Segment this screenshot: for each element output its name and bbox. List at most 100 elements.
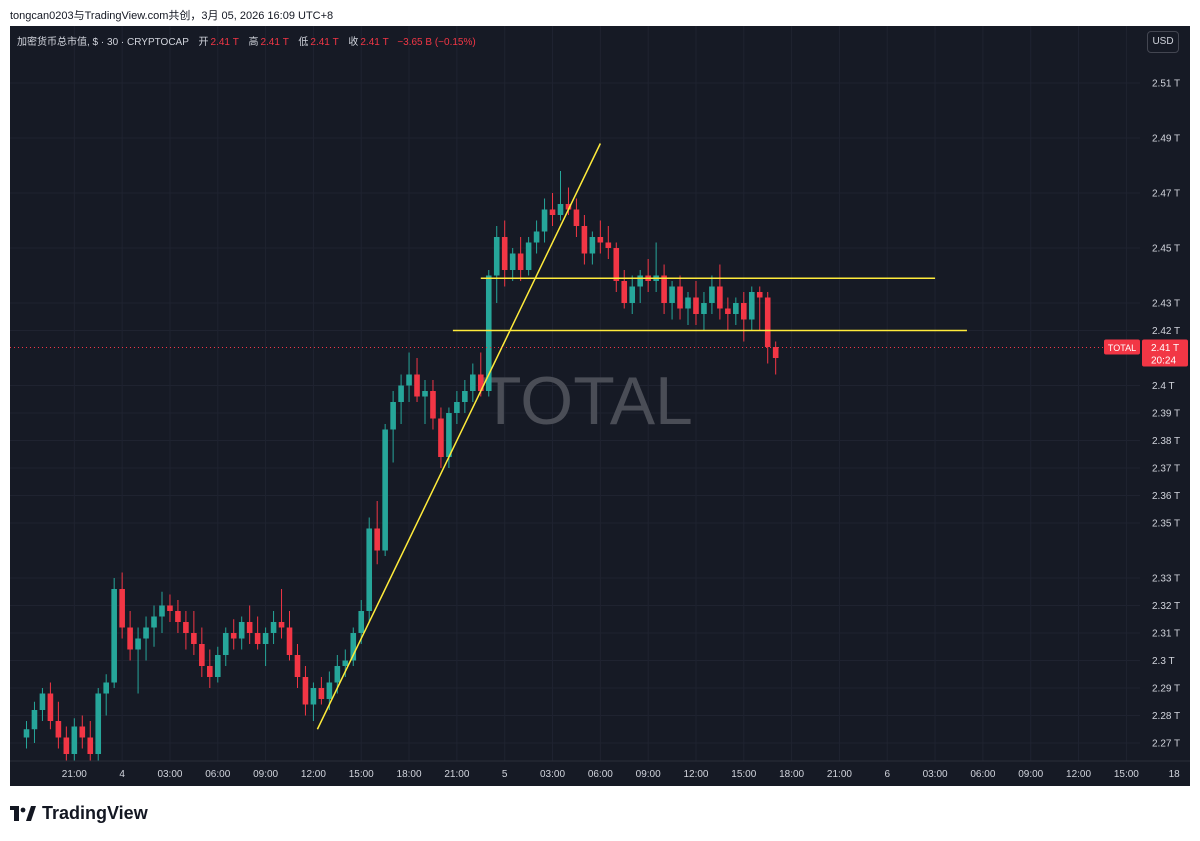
y-tick-label: 2.33 T [1152, 574, 1180, 585]
candle [286, 611, 293, 661]
candle-body [438, 418, 444, 457]
y-tick-label: 2.51 T [1152, 79, 1180, 90]
x-tick-label: 18 [1169, 769, 1181, 780]
candle-body [605, 242, 612, 248]
candle [725, 297, 731, 331]
x-tick-label: 03:00 [157, 769, 182, 780]
candle [549, 193, 556, 226]
y-tick-label: 2.42 T [1152, 326, 1180, 337]
price-tag-background [1142, 339, 1188, 367]
candle [310, 682, 317, 721]
x-tick-label: 09:00 [636, 769, 661, 780]
x-tick-label: 4 [119, 769, 125, 780]
candle-body [406, 374, 412, 386]
candle-body [71, 726, 78, 754]
candle [748, 286, 755, 331]
candle [238, 616, 245, 650]
candle [366, 517, 373, 622]
y-tick-label: 2.29 T [1152, 684, 1180, 695]
candle [95, 688, 102, 765]
candle-body [613, 248, 620, 281]
candle [597, 220, 604, 254]
candlestick-chart[interactable]: TOTAL 2.51 T 2.49 T 2.47 T 2.45 T 2.43 T 2.42… [10, 26, 1190, 786]
chart-frame[interactable]: TOTAL 2.51 T 2.49 T 2.47 T 2.45 T 2.43 T 2.42… [10, 26, 1190, 786]
candle [477, 352, 484, 397]
candle-body [493, 237, 500, 276]
candle-body [414, 374, 420, 397]
candle-body [525, 242, 532, 270]
y-tick-label: 2.31 T [1152, 629, 1180, 640]
x-tick-label: 21:00 [444, 769, 469, 780]
candle [151, 605, 157, 647]
x-tick-label: 06:00 [588, 769, 613, 780]
time-axis: 21:00 4 03:00 06:00 09:00 12:00 15:00 18:00 21:0… [10, 760, 1190, 786]
candle [653, 242, 659, 292]
candle [772, 341, 779, 375]
x-tick-label: 09:00 [1018, 769, 1043, 780]
symbol-watermark: TOTAL [480, 363, 693, 439]
candle [446, 407, 452, 468]
candle-body [119, 589, 125, 628]
open-label: 开 [198, 37, 209, 48]
change-value: −3.65 B (−0.15%) [397, 37, 476, 48]
candle [230, 619, 237, 650]
candle-body [741, 303, 747, 320]
candle-body [135, 638, 141, 650]
candle [103, 674, 109, 716]
y-tick-label: 2.47 T [1152, 189, 1180, 200]
candle [741, 292, 747, 342]
candle [645, 259, 651, 292]
candle [414, 358, 420, 402]
candle-body [111, 589, 117, 683]
candle [127, 611, 133, 661]
candle-body [709, 286, 715, 303]
candle [159, 591, 165, 633]
candle-body [549, 209, 556, 215]
candle-body [302, 677, 309, 705]
candle-body [422, 391, 428, 397]
candle [87, 721, 94, 765]
brand-logo: TradingView [10, 803, 148, 824]
candle-body [398, 385, 404, 402]
candle [199, 627, 205, 677]
candle-body [621, 281, 628, 303]
candle [71, 718, 78, 765]
candle [525, 237, 532, 276]
x-tick-label: 18:00 [779, 769, 804, 780]
candle-body [294, 655, 301, 677]
candle [573, 198, 580, 237]
candle [493, 226, 500, 303]
candle [358, 600, 365, 644]
candle [302, 666, 309, 716]
x-tick-label: 06:00 [970, 769, 995, 780]
low-label: 低 [298, 37, 309, 48]
high-value: 2.41 T [260, 37, 289, 48]
candle-body [541, 209, 548, 232]
symbol-tag-text: TOTAL [1108, 343, 1136, 353]
symbol-label[interactable]: 加密货币总市值, $ · 30 · CRYPTOCAP [17, 37, 189, 48]
candle-body [207, 666, 213, 677]
candle-body [23, 729, 30, 738]
candle [717, 264, 723, 320]
grid-lines [10, 26, 1175, 761]
candle-body [246, 622, 253, 633]
candle-body [222, 633, 229, 655]
candle [462, 380, 468, 413]
candle [111, 578, 117, 688]
candle [350, 627, 357, 666]
candle-body [366, 528, 373, 611]
candle-body [175, 611, 181, 622]
current-price-tags: TOTAL 2.41 T 20:24 [1104, 339, 1188, 367]
candle-body [693, 297, 699, 314]
currency-button[interactable]: USD [1147, 31, 1179, 53]
candle-body [485, 275, 492, 391]
candle [278, 589, 285, 639]
time-axis-background [10, 761, 1190, 786]
candle-body [286, 627, 293, 655]
candle-body [350, 633, 357, 661]
candle-body [159, 605, 165, 617]
x-tick-label: 15:00 [349, 769, 374, 780]
candles [23, 171, 779, 765]
candle [406, 352, 412, 402]
candle-body [748, 292, 755, 320]
